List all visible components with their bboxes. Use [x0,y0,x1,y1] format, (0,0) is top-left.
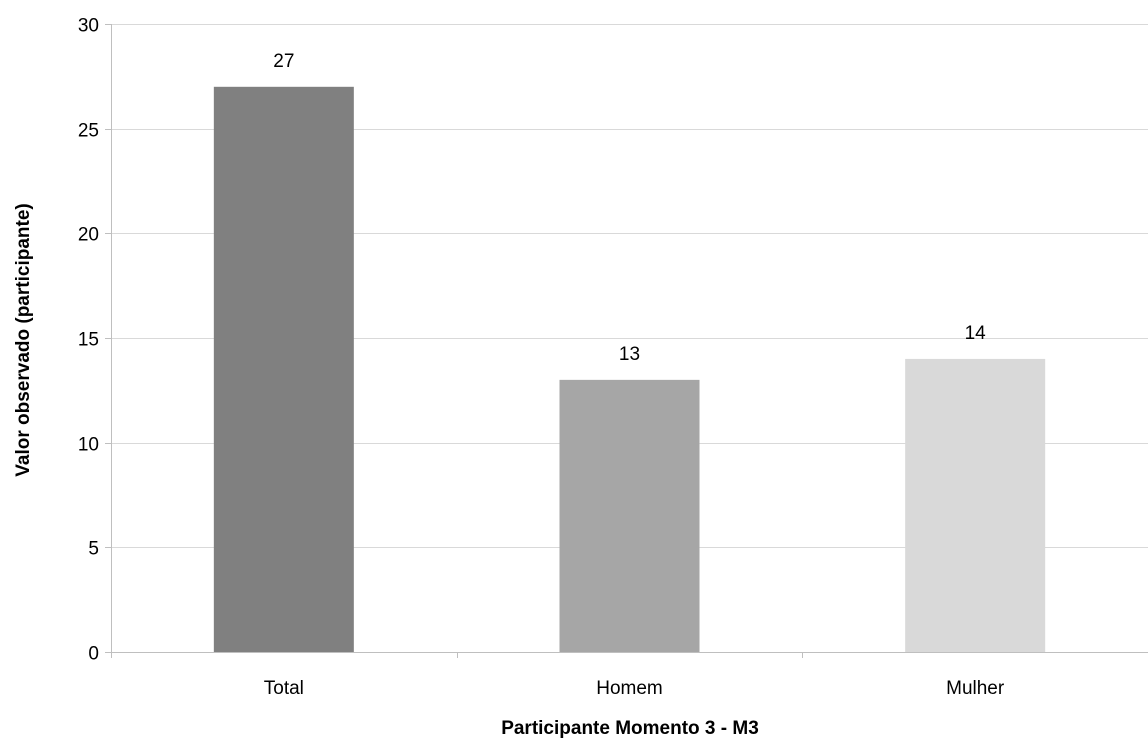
bars [213,86,1046,653]
x-tick-labels: Total Homem Mulher [264,678,1005,699]
axes [105,24,1148,658]
data-label-mulher: 14 [965,323,987,344]
data-labels: 27 13 14 [273,51,986,365]
bar-total [213,86,354,653]
y-tick-label-5: 5 [88,539,99,560]
y-tick-label-30: 30 [78,16,99,37]
y-tick-label-15: 15 [78,330,99,351]
y-tick-label-20: 20 [78,225,99,246]
y-axis-title: Valor observado (participante) [13,203,34,476]
y-tick-label-25: 25 [78,121,99,142]
data-label-homem: 13 [619,344,640,365]
bar-homem [559,379,700,652]
y-tick-labels: 0 5 10 15 20 25 30 [78,16,99,665]
x-axis-title: Participante Momento 3 - M3 [501,718,759,739]
x-tick-label-mulher: Mulher [946,678,1005,699]
bar-mulher [905,358,1046,652]
x-tick-label-total: Total [264,678,304,699]
y-tick-label-0: 0 [88,644,99,665]
x-tick-label-homem: Homem [596,678,663,699]
data-label-total: 27 [273,51,294,72]
y-tick-label-10: 10 [78,435,99,456]
